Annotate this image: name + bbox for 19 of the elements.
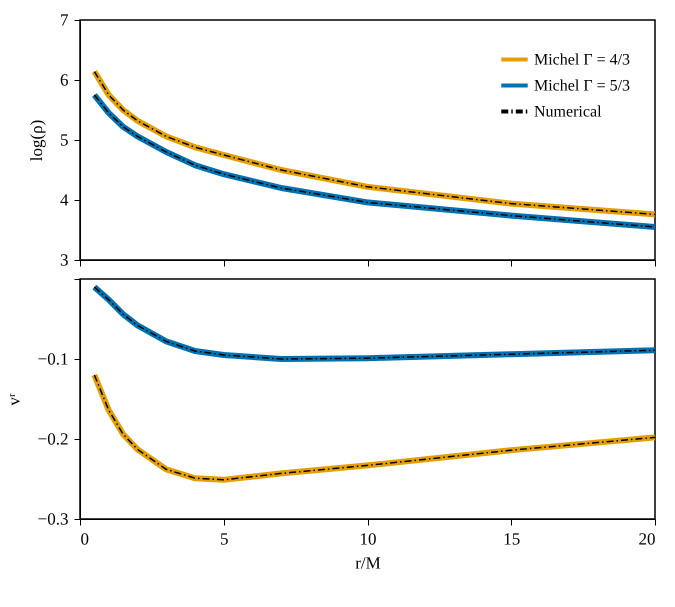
x-tick-label: 10	[360, 530, 376, 548]
y-axis-title: log(ρ)	[27, 120, 46, 162]
y-tick-label: −0.2	[38, 430, 68, 448]
y-tick-label: 5	[60, 130, 68, 150]
x-tick-label: 20	[638, 530, 656, 548]
legend-label: Numerical	[534, 104, 602, 120]
y-tick-label: −0.3	[38, 510, 68, 528]
legend-label: Michel Γ = 5/3	[534, 78, 630, 94]
y-tick-label: 7	[60, 10, 69, 30]
x-tick-label: 15	[503, 530, 520, 548]
y-tick-label: 4	[60, 190, 69, 210]
x-axis-title: r/M	[355, 554, 381, 572]
y-tick-label: 6	[60, 70, 68, 90]
x-tick-label: 0	[80, 530, 89, 548]
y-tick-label: −0.1	[38, 350, 68, 368]
x-tick-label: 5	[220, 530, 228, 548]
y-tick-label: 3	[60, 250, 68, 270]
y-axis-title: vʳ	[4, 393, 24, 406]
legend-label: Michel Γ = 4/3	[534, 52, 630, 68]
